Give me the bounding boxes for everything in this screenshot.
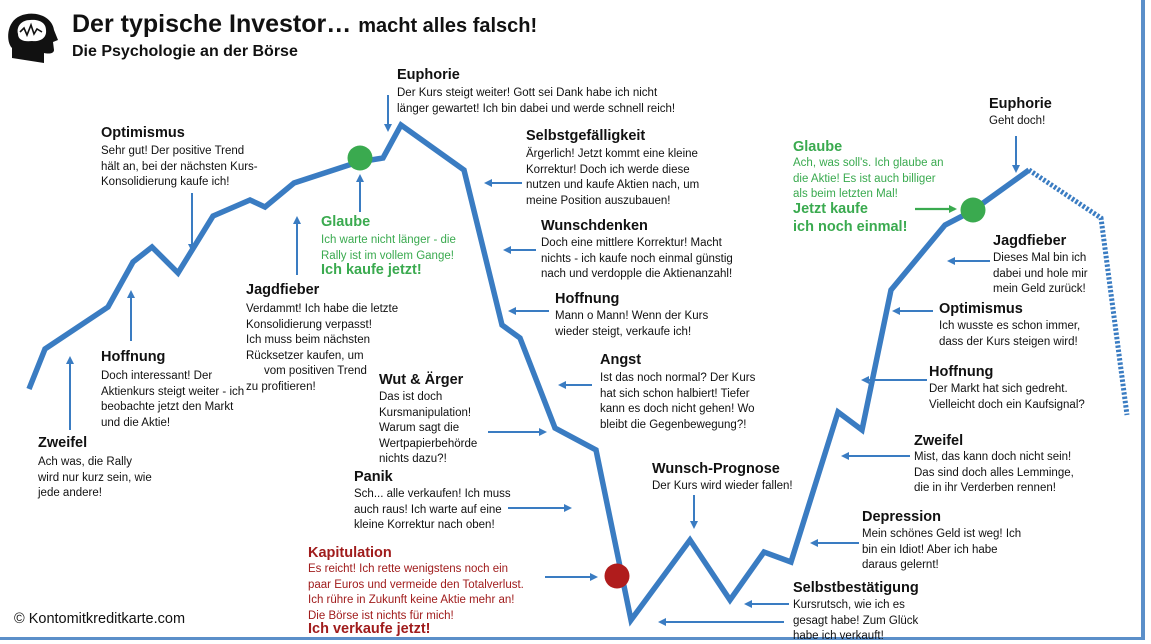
label-depression: Depression — [862, 509, 941, 525]
label-zweifel-2: Zweifel — [914, 433, 964, 449]
text-hoffnung-1: Doch interessant! Der Aktienkurs steigt w… — [101, 370, 245, 429]
label-optimismus-1: Optimismus — [101, 125, 185, 141]
page-title: Der typische Investor… macht alles falsc… — [72, 10, 537, 39]
label-glaube-2: Glaube — [793, 139, 843, 155]
label-hoffnung-2: Hoffnung — [555, 291, 620, 307]
label-selbstbestaetigung: Selbstbestätigung — [793, 580, 919, 596]
text-glaube-1: Ich warte nicht länger - die Rally ist im… — [321, 234, 456, 262]
label-optimismus-2: Optimismus — [939, 301, 1023, 317]
label-hoffnung-3: Hoffnung — [929, 364, 994, 380]
label-kapitulation: Kapitulation — [308, 545, 392, 561]
head-brain-icon — [8, 13, 58, 63]
text-optimismus-2: Ich wusste es schon immer, dass der Kurs … — [939, 320, 1081, 348]
action-glaube-2-line-1: Jetzt kaufe — [793, 201, 868, 217]
text-wut-aerger: Das ist doch Kursmanipulation! Warum sagt … — [379, 391, 478, 465]
page-subtitle: Die Psychologie an der Börse — [72, 43, 298, 60]
label-angst: Angst — [600, 352, 642, 368]
text-optimismus-1: Sehr gut! Der positive Trend hält an, bei… — [101, 145, 258, 188]
label-euphorie-1: Euphorie — [397, 67, 460, 83]
text-jagdfieber-2: Dieses Mal bin ich dabei und hole mir mein… — [993, 252, 1088, 295]
text-kapitulation: Es reicht! Ich rette wenigstens noch ein… — [308, 563, 524, 622]
text-jagdfieber-1: Verdammt! Ich habe die letzte Konsolidier… — [246, 303, 399, 393]
text-selbstbestaetigung: Kursrutsch, wie ich es gesagt habe! Zum G… — [793, 599, 919, 642]
text-wunsch-prognose: Der Kurs wird wieder fallen! — [652, 480, 793, 492]
label-selbstgefaelligkeit: Selbstgefälligkeit — [526, 128, 646, 144]
text-zweifel-2: Mist, das kann doch nicht sein! Das sind … — [914, 451, 1074, 494]
text-angst: Ist das noch normal? Der Kurs hat sich sc… — [600, 372, 756, 431]
label-zweifel-1: Zweifel — [38, 435, 88, 451]
text-selbstgefaelligkeit: Ärgerlich! Jetzt kommt eine kleine Korrek… — [526, 148, 700, 207]
label-hoffnung-1: Hoffnung — [101, 349, 166, 365]
label-glaube-1: Glaube — [321, 214, 371, 230]
projected-curve — [1027, 167, 1130, 416]
buy-point-2 — [960, 197, 986, 223]
action-glaube-2-line-2: ich noch einmal! — [793, 219, 908, 235]
action-glaube-1: Ich kaufe jetzt! — [321, 262, 422, 278]
price-curve — [26, 120, 1031, 627]
text-euphorie-1: Der Kurs steigt weiter! Gott sei Dank ha… — [397, 87, 676, 115]
label-wunschdenken: Wunschdenken — [541, 218, 648, 234]
text-depression: Mein schönes Geld ist weg! Ich bin ein Id… — [862, 528, 1022, 571]
label-wunsch-prognose: Wunsch-Prognose — [652, 461, 780, 477]
label-jagdfieber-2: Jagdfieber — [993, 233, 1067, 249]
label-wut-aerger: Wut & Ärger — [379, 372, 464, 388]
sell-point — [604, 563, 630, 589]
label-euphorie-2: Euphorie — [989, 96, 1052, 112]
title-tail: macht alles falsch! — [358, 15, 538, 37]
action-kapitulation: Ich verkaufe jetzt! — [308, 621, 431, 637]
text-wunschdenken: Doch eine mittlere Korrektur! Macht nicht… — [541, 237, 733, 280]
text-zweifel-1: Ach was, die Rally wird nur kurz sein, wi… — [38, 456, 152, 499]
buy-point-1 — [347, 145, 373, 171]
text-panik: Sch... alle verkaufen! Ich muss auch raus… — [354, 488, 511, 531]
label-panik: Panik — [354, 469, 393, 485]
label-jagdfieber-1: Jagdfieber — [246, 282, 320, 298]
text-glaube-2: Ach, was soll's. Ich glaube an die Aktie!… — [793, 157, 944, 200]
title-main: Der typische Investor… — [72, 10, 352, 38]
copyright-notice: © Kontomitkreditkarte.com — [14, 611, 186, 627]
text-euphorie-2: Geht doch! — [989, 115, 1046, 127]
text-hoffnung-2: Mann o Mann! Wenn der Kurs wieder steigt,… — [555, 310, 709, 338]
text-hoffnung-3: Der Markt hat sich gedreht. Vielleicht do… — [929, 383, 1085, 411]
